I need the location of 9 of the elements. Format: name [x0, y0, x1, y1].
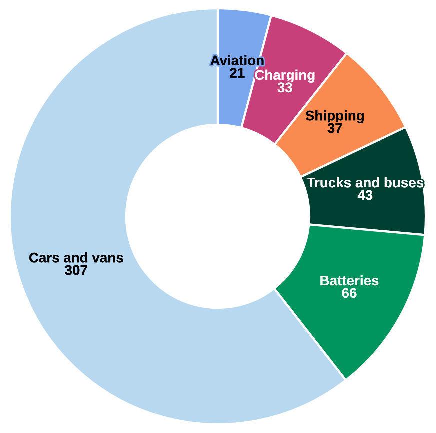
data-label: 37: [328, 123, 342, 134]
slice-label: Cars and vans: [29, 252, 124, 263]
data-label: 307: [65, 265, 88, 276]
data-label: 66: [342, 288, 357, 298]
slice-label: Batteries: [320, 275, 379, 286]
slice-label: Shipping: [306, 110, 364, 124]
data-label: 21: [230, 68, 245, 78]
data-label: 43: [358, 190, 373, 200]
data-label: 33: [278, 82, 292, 93]
